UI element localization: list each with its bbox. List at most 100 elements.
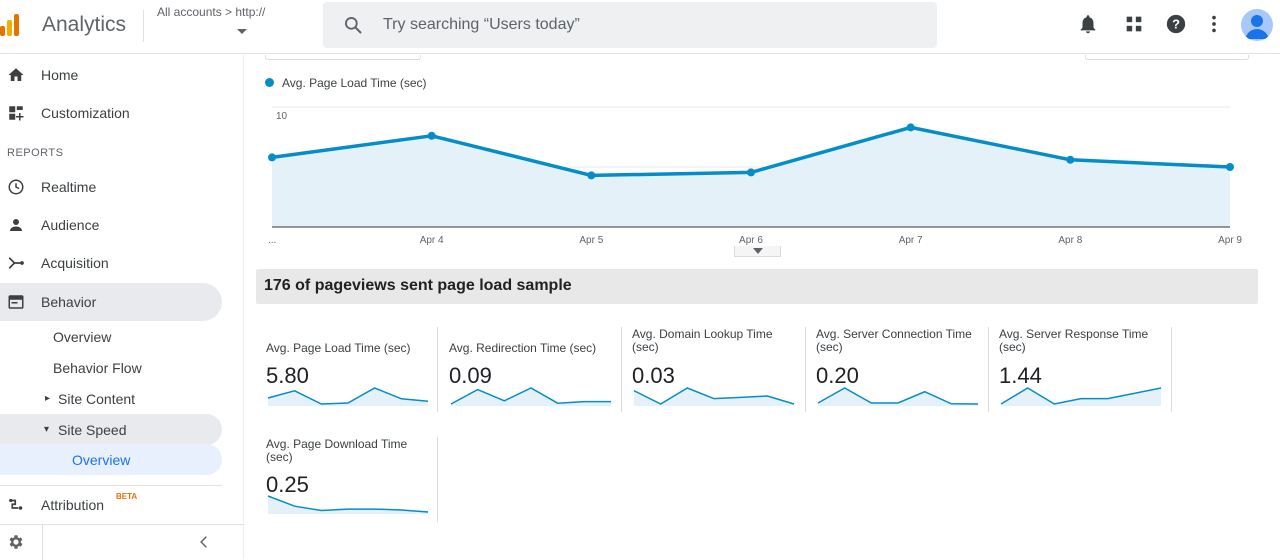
sidebar-item-realtime[interactable]: Realtime xyxy=(0,168,222,206)
avatar[interactable] xyxy=(1241,9,1273,41)
sparkline-line xyxy=(1000,387,1162,405)
x-tick-label: Apr 7 xyxy=(899,235,923,246)
date-range-control[interactable] xyxy=(265,55,421,60)
home-icon xyxy=(8,68,24,81)
metric-label: Avg. Server Connection Time (sec) xyxy=(816,327,972,354)
metric-label: Avg. Domain Lookup Time (sec) xyxy=(632,327,773,354)
data-point xyxy=(1066,155,1075,164)
gear-icon[interactable] xyxy=(7,533,25,551)
search-input[interactable] xyxy=(383,2,923,48)
app-title: Analytics xyxy=(42,13,127,36)
metric-value: 0.03 xyxy=(632,363,675,388)
sidebar-item-label: Home xyxy=(41,67,79,83)
sparkline-area xyxy=(1001,388,1161,406)
metric-domain-lookup-time[interactable]: Avg. Domain Lookup Time (sec) 0.03 xyxy=(632,320,802,406)
metric-page-download-time[interactable]: Avg. Page Download Time (sec) 0.25 xyxy=(266,430,436,515)
divider xyxy=(988,327,989,412)
sparkline-area xyxy=(451,388,611,406)
metric-redirection-time[interactable]: Avg. Redirection Time (sec) 0.09 xyxy=(449,320,619,406)
expand-right-icon: ▸ xyxy=(45,393,51,404)
more-vert-icon[interactable] xyxy=(1203,13,1225,35)
data-point xyxy=(587,171,596,180)
sparkline-area xyxy=(268,496,428,514)
acquisition-icon xyxy=(8,257,24,269)
sample-text: 176 of pageviews sent page load sample xyxy=(264,277,572,294)
metric-page-load-time[interactable]: Avg. Page Load Time (sec) 5.80 xyxy=(266,320,436,406)
sidebar-subitem-site-speed[interactable]: ▾ Site Speed xyxy=(0,414,222,445)
search-box[interactable] xyxy=(323,2,937,48)
behavior-icon xyxy=(8,295,24,309)
legend-label: Avg. Page Load Time (sec) xyxy=(282,76,427,90)
collapse-sidebar-icon[interactable] xyxy=(197,535,211,549)
sparkline xyxy=(267,387,429,406)
metric-value: 5.80 xyxy=(266,363,309,388)
help-icon[interactable]: ? xyxy=(1165,13,1187,35)
top-bar: Analytics All accounts > http:// ? xyxy=(0,0,1280,54)
account-dropdown-icon[interactable] xyxy=(237,29,247,34)
sparkline-line xyxy=(450,387,611,405)
data-point xyxy=(1226,163,1234,171)
sparkline xyxy=(267,495,429,514)
sparkline-line xyxy=(633,387,795,405)
svg-text:?: ? xyxy=(1172,17,1180,32)
metric-label: Avg. Page Load Time (sec) xyxy=(266,341,411,355)
expand-down-icon: ▾ xyxy=(44,424,50,435)
metric-label: Avg. Page Download Time (sec) xyxy=(266,437,408,464)
apps-grid-icon[interactable] xyxy=(1123,13,1145,35)
metric-value: 0.25 xyxy=(266,472,309,497)
data-point xyxy=(268,153,276,162)
sidebar-subitem-site-content[interactable]: ▸ Site Content xyxy=(0,383,222,414)
metric-server-connection-time[interactable]: Avg. Server Connection Time (sec) 0.20 xyxy=(816,320,986,406)
x-tick-label: ... xyxy=(268,235,276,246)
x-tick-label: Apr 8 xyxy=(1058,235,1082,246)
sparkline xyxy=(450,387,611,406)
sidebar-subitem-label: Overview xyxy=(72,452,131,468)
sidebar-item-customization[interactable]: Customization xyxy=(0,94,222,132)
sidebar-item-label: Attribution xyxy=(41,497,105,513)
chart-collapse-tab[interactable] xyxy=(734,246,781,257)
chart-view-toggle[interactable] xyxy=(1085,55,1249,60)
x-tick-label: Apr 9 xyxy=(1218,235,1242,246)
metric-label: Avg. Redirection Time (sec) xyxy=(449,341,597,355)
sidebar-item-label: Realtime xyxy=(41,179,97,195)
data-point xyxy=(427,131,436,140)
sidebar-subitem-behavior-flow[interactable]: Behavior Flow xyxy=(0,352,222,383)
x-tick-label: Apr 5 xyxy=(579,235,603,246)
search-icon xyxy=(345,17,362,34)
sidebar-subitem-label: Site Content xyxy=(58,391,136,407)
sidebar-item-audience[interactable]: Audience xyxy=(0,206,222,244)
sidebar-subitem-behavior-overview[interactable]: Overview xyxy=(0,321,222,352)
sidebar-item-attribution[interactable]: Attribution BETA xyxy=(0,485,222,523)
area-fill xyxy=(272,127,1230,227)
person-icon xyxy=(10,219,22,231)
sparkline xyxy=(1000,387,1162,406)
sidebar-item-behavior[interactable]: Behavior xyxy=(0,283,222,321)
sidebar-subitem-site-speed-overview[interactable]: Overview xyxy=(0,444,222,475)
sidebar-item-acquisition[interactable]: Acquisition xyxy=(0,244,222,282)
sparkline xyxy=(633,387,795,406)
divider xyxy=(621,327,622,412)
x-tick-label: Apr 6 xyxy=(739,235,763,246)
sparkline-area xyxy=(634,388,794,406)
analytics-logo-icon[interactable] xyxy=(0,12,22,38)
sidebar-subitem-label: Overview xyxy=(53,329,112,345)
chevron-down-icon xyxy=(753,248,763,254)
sidebar-item-label: Acquisition xyxy=(41,255,109,271)
divider xyxy=(437,437,438,522)
metric-server-response-time[interactable]: Avg. Server Response Time (sec) 1.44 xyxy=(999,320,1169,406)
sidebar-item-label: Customization xyxy=(41,105,130,121)
sidebar-item-label: Behavior xyxy=(41,294,97,310)
sidebar: Home Customization REPORTS Realtime Audi… xyxy=(0,55,244,560)
sparkline-line xyxy=(267,495,429,513)
clock-icon xyxy=(8,179,24,195)
sidebar-footer xyxy=(0,524,244,560)
sidebar-item-home[interactable]: Home xyxy=(0,56,222,94)
sidebar-subitem-label: Behavior Flow xyxy=(53,360,142,376)
reports-heading: REPORTS xyxy=(7,147,64,159)
y-tick-label: 10 xyxy=(276,111,288,122)
bell-icon[interactable] xyxy=(1077,13,1099,35)
sidebar-item-label: Audience xyxy=(41,217,100,233)
account-breadcrumb[interactable]: All accounts > http:// xyxy=(157,5,266,19)
chart-legend: Avg. Page Load Time (sec) xyxy=(265,76,427,90)
data-point xyxy=(906,123,915,132)
